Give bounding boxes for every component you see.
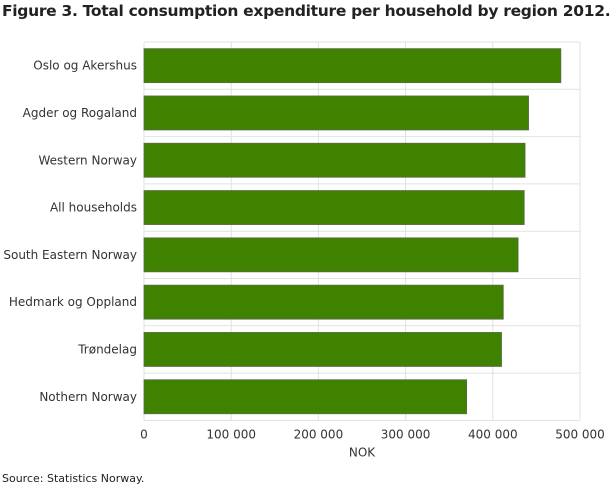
category-label: Hedmark og Oppland xyxy=(9,295,137,309)
source-note: Source: Statistics Norway. xyxy=(2,472,145,485)
category-label: All households xyxy=(50,201,137,215)
bar xyxy=(143,95,529,131)
category-label: Nothern Norway xyxy=(39,390,137,404)
category-label: Western Norway xyxy=(38,153,137,167)
category-label: South Eastern Norway xyxy=(3,248,137,262)
bar xyxy=(143,332,502,367)
bar xyxy=(143,190,525,225)
bar xyxy=(143,284,504,320)
x-tick-label: 300 000 xyxy=(381,427,431,441)
category-label: Trøndelag xyxy=(77,342,137,356)
bar xyxy=(143,48,562,84)
bar xyxy=(143,237,519,273)
x-tick-label: 500 000 xyxy=(555,427,605,441)
category-label: Agder og Rogaland xyxy=(23,106,137,120)
category-label: Oslo og Akershus xyxy=(33,59,137,73)
x-tick-label: 0 xyxy=(140,427,148,441)
x-tick-label: 100 000 xyxy=(206,427,256,441)
x-tick-label: 400 000 xyxy=(468,427,518,441)
chart-title: Figure 3. Total consumption expenditure … xyxy=(2,2,610,20)
x-tick-label: 200 000 xyxy=(294,427,344,441)
bar xyxy=(143,379,468,415)
x-axis-label: NOK xyxy=(349,445,376,459)
bar-chart: 0 100 000 200 000 300 000 400 000 500 000 NOK O… xyxy=(3,41,605,459)
bar xyxy=(143,142,526,178)
